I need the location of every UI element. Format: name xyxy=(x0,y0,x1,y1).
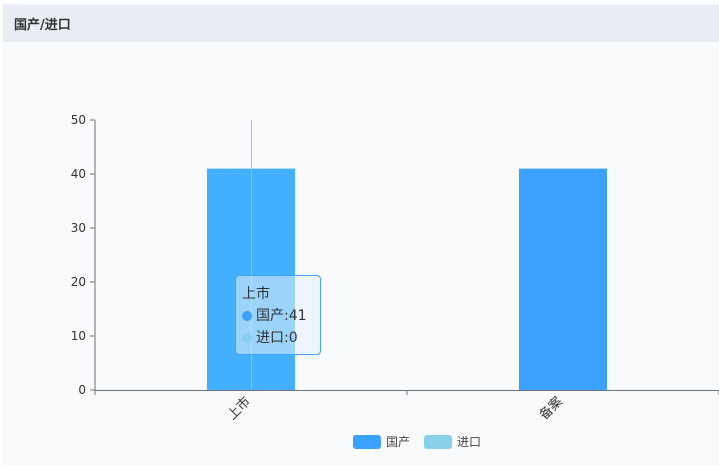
y-tick-label-0: 0 xyxy=(78,383,86,397)
bar-domestic-1 xyxy=(519,168,607,390)
tooltip-dot-domestic-icon xyxy=(242,311,252,321)
tooltip-dot-import-icon xyxy=(242,333,252,343)
legend-item-1: 进口 xyxy=(424,435,481,449)
x-category-label-0: 上市 xyxy=(224,394,254,424)
x-category-label-1: 备案 xyxy=(536,394,566,424)
tooltip-title: 上市 xyxy=(242,283,320,305)
y-tick-label-30: 30 xyxy=(71,221,86,235)
y-tick-label-40: 40 xyxy=(71,167,86,181)
tooltip-label-domestic: 国产 xyxy=(256,308,284,324)
tooltip-value-import: 0 xyxy=(288,330,298,346)
tooltip-row-import: 进口: 0 xyxy=(242,327,320,349)
chart-tooltip: 上市 国产: 41 进口: 0 xyxy=(235,275,321,355)
legend-swatch-0 xyxy=(353,435,381,449)
panel-title: 国产/进口 xyxy=(3,4,719,42)
tooltip-label-import: 进口 xyxy=(256,330,284,346)
y-tick-label-20: 20 xyxy=(71,275,86,289)
legend-label-1: 进口 xyxy=(457,435,481,449)
chart-panel: 国产/进口 0 10 20 30 40 50 上市 备案 国产 进口 上市 国产: 41 进口: … xyxy=(3,4,719,465)
y-tick-label-50: 50 xyxy=(71,113,86,127)
tooltip-category: 上市 xyxy=(242,286,270,302)
legend-swatch-1 xyxy=(424,435,452,449)
tooltip-row-domestic: 国产: 41 xyxy=(242,305,320,327)
legend-label-0: 国产 xyxy=(386,435,410,449)
tooltip-value-domestic: 41 xyxy=(288,308,307,324)
y-tick-label-10: 10 xyxy=(71,329,86,343)
legend-item-0: 国产 xyxy=(353,435,410,449)
